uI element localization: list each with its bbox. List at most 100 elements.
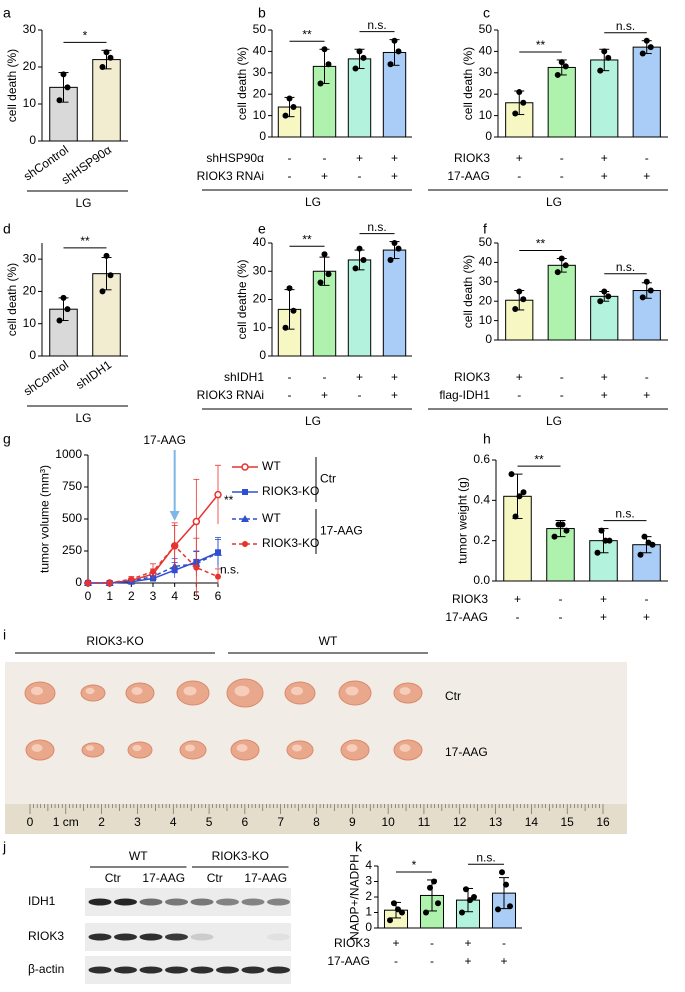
x-tick-label: shControl xyxy=(21,358,71,399)
row-value: + xyxy=(601,169,608,183)
y-tick-label: 30 xyxy=(479,65,493,79)
bar xyxy=(547,264,576,341)
data-point xyxy=(551,533,558,540)
row-value: + xyxy=(600,592,607,606)
data-point xyxy=(647,44,654,51)
row-value: + xyxy=(321,388,328,402)
significance-label: n.s. xyxy=(616,19,635,33)
y-tick-label: 0 xyxy=(75,575,82,589)
data-point xyxy=(598,527,605,534)
tumor-highlight xyxy=(183,686,197,696)
y-axis-label: cell death (%) xyxy=(235,47,249,120)
y-axis-label: cell death (%) xyxy=(5,49,19,122)
row-label: RIOK3 xyxy=(452,592,488,606)
data-point xyxy=(512,305,519,312)
group-label: LG xyxy=(305,414,321,428)
data-point xyxy=(290,307,297,314)
data-point xyxy=(507,903,513,910)
data-point xyxy=(520,296,527,303)
data-point xyxy=(516,493,523,500)
group-label: LG xyxy=(75,196,91,210)
tumor-highlight xyxy=(185,744,195,752)
data-point xyxy=(352,65,359,72)
data-point xyxy=(516,89,523,96)
panel-letter: f xyxy=(483,221,487,237)
y-tick-label: 1000 xyxy=(55,447,82,461)
ruler-label: 8 xyxy=(313,815,320,829)
bar xyxy=(92,273,121,357)
legend-label: WT xyxy=(262,459,281,473)
blot-band xyxy=(165,966,188,974)
data-point xyxy=(520,99,527,106)
marker xyxy=(150,568,156,575)
row-value: - xyxy=(394,954,398,968)
y-tick-label: 40 xyxy=(253,44,267,58)
data-point xyxy=(387,256,394,263)
data-point xyxy=(321,251,328,258)
blot-band xyxy=(139,966,163,974)
data-point xyxy=(637,551,644,558)
data-point xyxy=(431,878,437,885)
blot-band xyxy=(190,898,214,906)
data-point xyxy=(554,71,561,78)
y-tick-label: 10 xyxy=(23,316,37,330)
y-tick-label: 1 xyxy=(365,905,372,919)
bar xyxy=(590,59,619,138)
legend-label: RIOK3-KO xyxy=(262,536,319,550)
blot-band xyxy=(216,898,239,906)
panel-letter: a xyxy=(3,5,11,21)
y-tick-label: 0 xyxy=(365,920,372,934)
data-point xyxy=(605,293,612,300)
data-point xyxy=(352,265,359,272)
data-point xyxy=(360,54,367,61)
tumor-highlight xyxy=(399,687,411,695)
data-point xyxy=(606,537,613,544)
row-value: - xyxy=(559,592,563,606)
row-value: - xyxy=(323,151,327,165)
data-point xyxy=(387,917,393,924)
y-tick-label: 20 xyxy=(253,292,267,306)
row-value: - xyxy=(323,370,327,384)
panel-letter: j xyxy=(2,839,6,855)
ruler-label: 4 xyxy=(170,815,177,829)
row-label: RIOK3 xyxy=(454,151,490,165)
group-label: LG xyxy=(305,195,321,209)
data-point xyxy=(554,269,561,276)
tumor-highlight xyxy=(31,686,43,696)
significance-label: n.s. xyxy=(615,507,634,521)
row-value: - xyxy=(288,151,292,165)
blot-group-label: WT xyxy=(129,849,148,863)
y-tick-label: 0 xyxy=(259,348,266,362)
data-point xyxy=(60,294,67,301)
y-tick-label: 0 xyxy=(485,332,492,346)
group-label: LG xyxy=(546,414,562,428)
data-point xyxy=(391,37,398,44)
y-tick-label: 10 xyxy=(23,96,37,110)
blot-band xyxy=(165,933,188,941)
y-tick-label: 10 xyxy=(253,320,267,334)
protein-label: IDH1 xyxy=(28,894,56,908)
blot-band xyxy=(139,898,163,906)
tumor-highlight xyxy=(31,744,43,752)
legend-group-label: 17-AAG xyxy=(320,524,363,538)
ruler-label: 10 xyxy=(381,815,395,829)
lane-label: Ctr xyxy=(105,871,121,885)
blot-band xyxy=(241,898,265,906)
data-point xyxy=(395,245,402,252)
y-axis-label: NADP+/NADPH xyxy=(347,854,361,940)
row-value: + xyxy=(516,151,523,165)
row-value: - xyxy=(517,169,521,183)
blot-band xyxy=(190,966,214,974)
data-point xyxy=(563,527,570,534)
blot-band xyxy=(114,966,137,974)
data-point xyxy=(605,54,612,61)
y-tick-label: 50 xyxy=(253,22,267,36)
legend-marker xyxy=(242,541,248,547)
x-tick-label: 2 xyxy=(128,589,135,603)
blot-band xyxy=(216,966,239,974)
legend-marker xyxy=(241,463,249,471)
y-tick-label: 4 xyxy=(365,858,372,872)
y-tick-label: 0 xyxy=(485,129,492,143)
ruler-label: 6 xyxy=(242,815,249,829)
panel-letter: g xyxy=(3,431,11,447)
